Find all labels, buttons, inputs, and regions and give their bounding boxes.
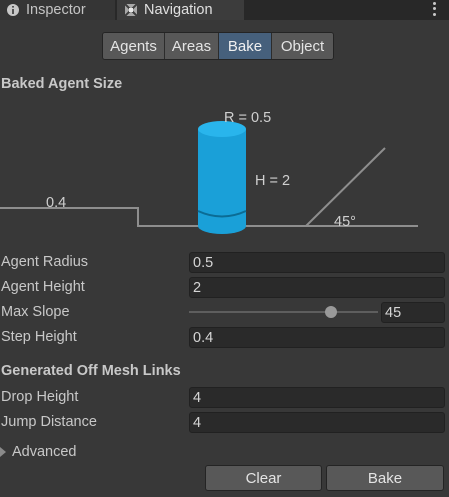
clear-button[interactable]: Clear: [205, 465, 322, 491]
height-label: H = 2: [255, 173, 290, 189]
jump-distance-field[interactable]: 4: [189, 412, 445, 433]
tab-object[interactable]: Object: [272, 33, 333, 59]
max-slope-slider-track[interactable]: [189, 311, 378, 313]
agent-height-label: Agent Height: [1, 279, 85, 295]
step-height-label: Step Height: [1, 329, 77, 345]
step-height-field[interactable]: 0.4: [189, 327, 445, 348]
info-icon: [6, 3, 20, 17]
agent-radius-label: Agent Radius: [1, 254, 89, 270]
ground-profile-line: [0, 147, 386, 227]
tab-inspector[interactable]: Inspector: [0, 0, 115, 20]
tab-agents[interactable]: Agents: [103, 33, 165, 59]
advanced-label: Advanced: [12, 444, 77, 460]
step-label: 0.4: [46, 195, 66, 211]
slope-label: 45°: [334, 214, 356, 230]
radius-label: R = 0.5: [224, 110, 271, 126]
advanced-foldout[interactable]: Advanced: [0, 444, 77, 460]
drop-height-label: Drop Height: [1, 389, 79, 405]
more-options-icon[interactable]: [429, 1, 439, 17]
tab-navigation[interactable]: Navigation: [117, 0, 244, 20]
navigation-icon: [124, 3, 138, 17]
navigation-mode-toolbar: Agents Areas Bake Object: [102, 32, 334, 60]
drop-height-field[interactable]: 4: [189, 387, 445, 408]
agent-cylinder-icon: [197, 121, 247, 234]
tab-navigation-label: Navigation: [144, 2, 213, 18]
jump-distance-label: Jump Distance: [1, 414, 97, 430]
tab-areas[interactable]: Areas: [165, 33, 219, 59]
baked-agent-size-heading: Baked Agent Size: [1, 76, 123, 92]
bake-button[interactable]: Bake: [326, 465, 444, 491]
tab-inspector-label: Inspector: [26, 2, 86, 18]
foldout-arrow-icon: [0, 447, 6, 457]
baked-agent-diagram: R = 0.5 H = 2 0.4 45°: [0, 110, 418, 234]
max-slope-slider-handle[interactable]: [324, 306, 337, 318]
agent-height-field[interactable]: 2: [189, 277, 445, 298]
max-slope-field[interactable]: 45: [381, 302, 445, 323]
window-tab-bar: Inspector Navigation: [0, 0, 449, 20]
off-mesh-links-heading: Generated Off Mesh Links: [1, 363, 181, 379]
tab-bake[interactable]: Bake: [219, 33, 272, 59]
agent-radius-field[interactable]: 0.5: [189, 252, 445, 273]
max-slope-label: Max Slope: [1, 304, 70, 320]
